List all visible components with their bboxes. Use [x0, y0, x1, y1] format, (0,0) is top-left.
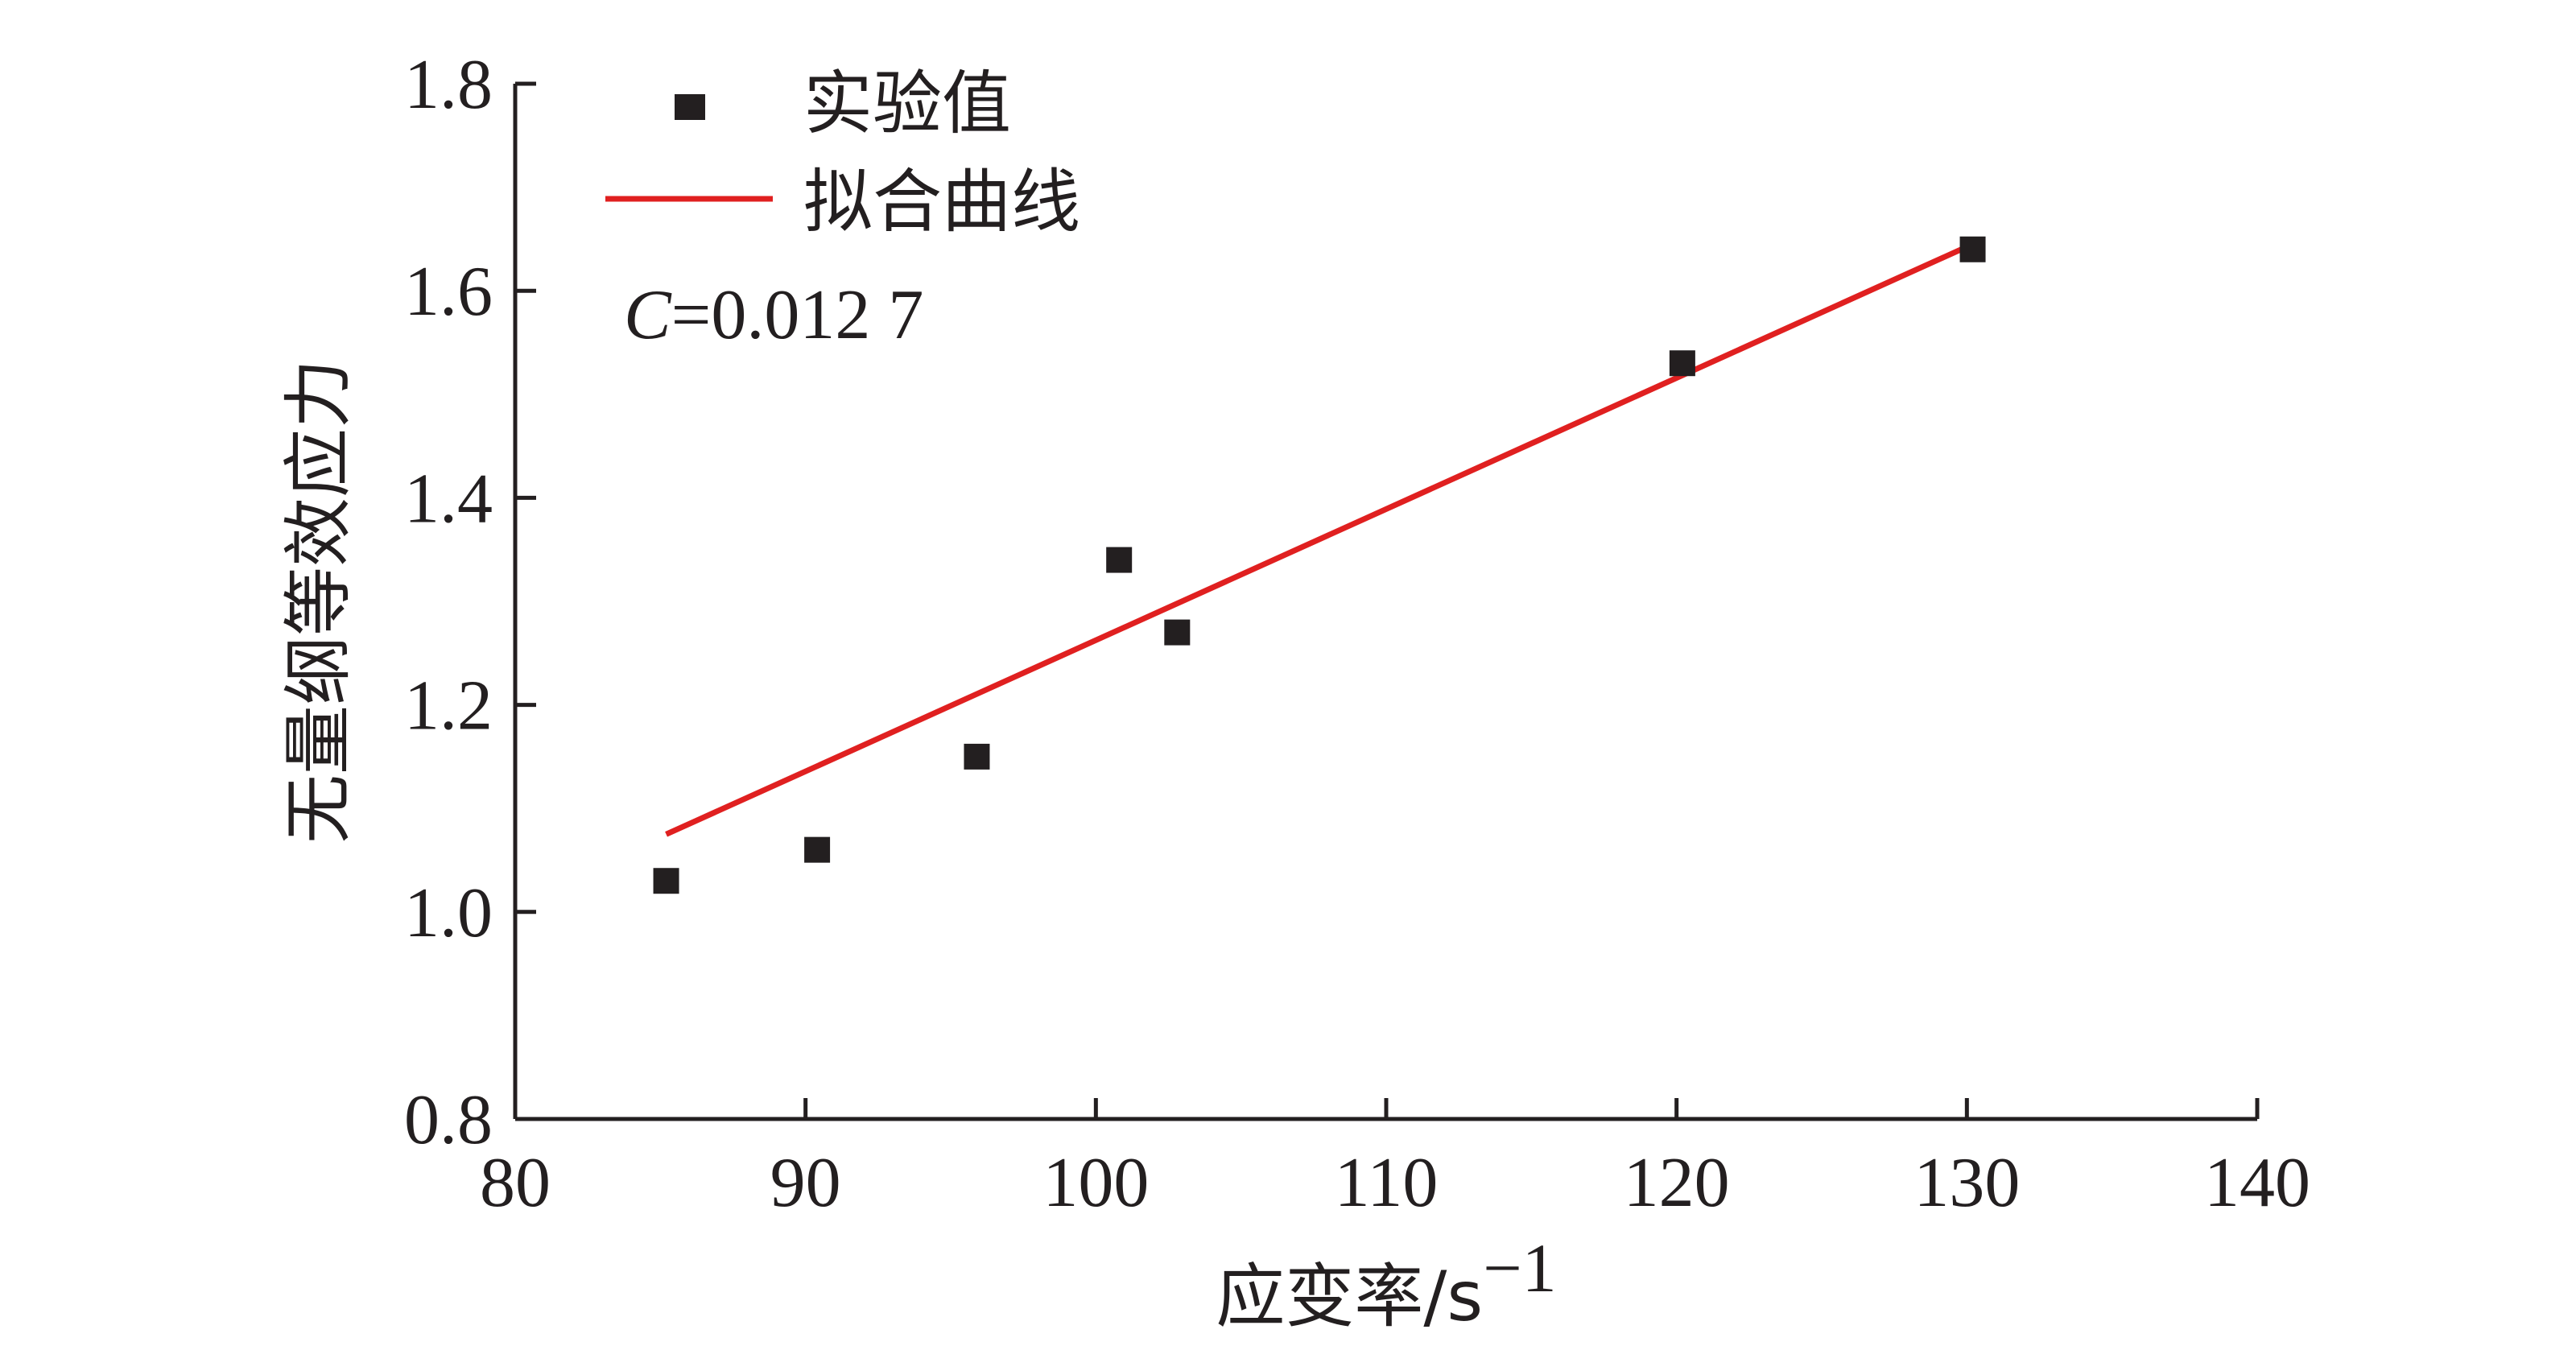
y-tick-label-1.6: 1.6 — [404, 253, 493, 331]
y-tick-label-1.4: 1.4 — [404, 460, 493, 538]
data-point-1 — [653, 868, 679, 894]
data-point-5 — [1164, 619, 1191, 646]
x-tick-label-120: 120 — [1624, 1144, 1730, 1222]
x-tick-label-140: 140 — [2204, 1144, 2310, 1222]
y-tick-label-1.0: 1.0 — [404, 874, 493, 952]
data-point-3 — [964, 743, 990, 770]
annotation-symbol: C — [624, 276, 672, 354]
x-axis-title: 应变率/s−1 — [1216, 1229, 1556, 1337]
legend: 实验值 拟合曲线 — [605, 64, 1080, 242]
legend-label-fit-line: 拟合曲线 — [803, 162, 1080, 242]
fit-line — [665, 242, 1974, 837]
data-point-2 — [804, 836, 831, 863]
y-tick-label-1.8: 1.8 — [404, 46, 493, 124]
x-tick-label-80: 80 — [480, 1144, 551, 1222]
y-tick-label-1.2: 1.2 — [404, 667, 493, 745]
x-tick-label-100: 100 — [1042, 1144, 1149, 1222]
x-axis-title-text: 应变率/s — [1216, 1257, 1483, 1337]
legend-marker-experimental — [675, 94, 705, 120]
annotation-value: =0.012 7 — [671, 276, 924, 354]
axes: 80 90 100 110 120 130 140 0.8 1.0 1.2 1.4 1.6 1.8 — [404, 46, 2310, 1222]
plot-series — [653, 236, 1986, 894]
x-ticks: 80 90 100 110 120 130 140 — [480, 1098, 2310, 1222]
y-tick-label-0.8: 0.8 — [404, 1081, 493, 1159]
x-axis-title-superscript: −1 — [1483, 1229, 1557, 1307]
y-axis-title: 无量纲等效应力 — [279, 359, 359, 844]
y-ticks: 0.8 1.0 1.2 1.4 1.6 1.8 — [404, 46, 536, 1159]
x-tick-label-130: 130 — [1913, 1144, 2020, 1222]
data-point-4 — [1106, 547, 1133, 573]
data-point-7 — [1959, 236, 1986, 262]
annotation-fit-coefficient: C=0.012 7 — [624, 276, 923, 354]
x-tick-label-90: 90 — [770, 1144, 841, 1222]
x-tick-label-110: 110 — [1335, 1144, 1439, 1222]
data-point-6 — [1669, 350, 1695, 377]
legend-label-experimental: 实验值 — [803, 64, 1011, 144]
